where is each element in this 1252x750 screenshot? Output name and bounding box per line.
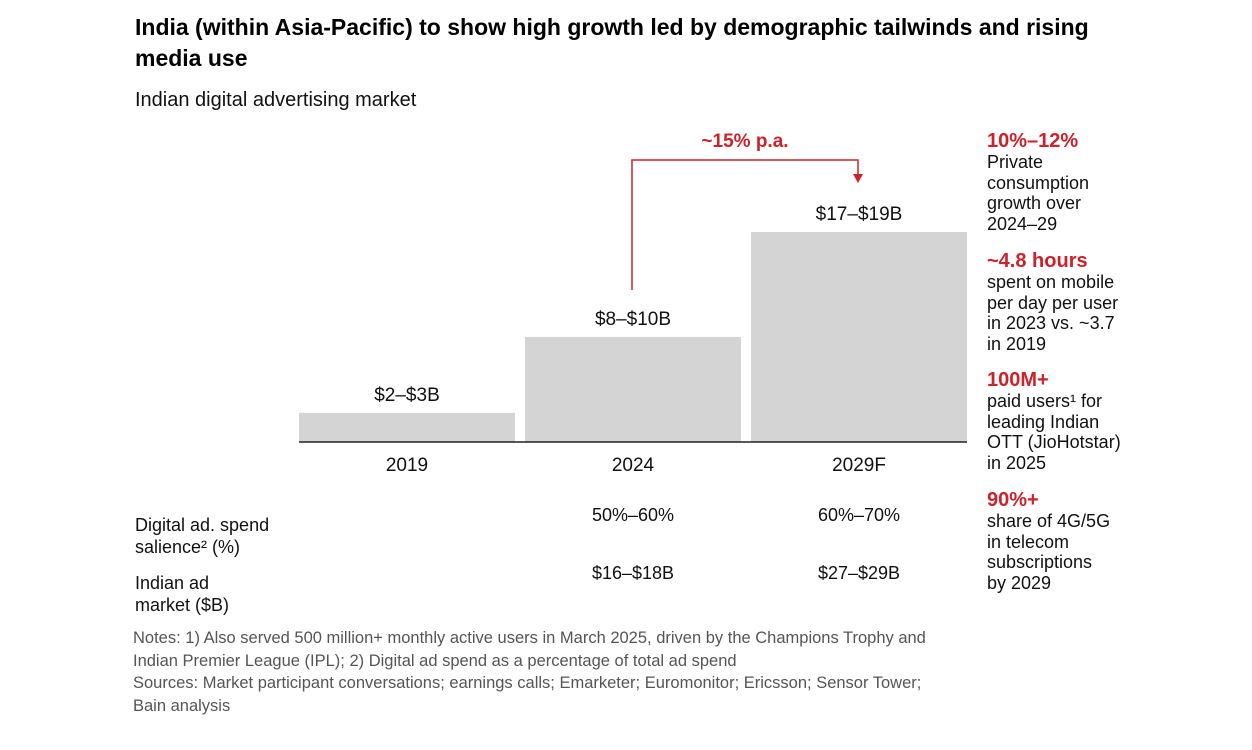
x-tick-label: 2019 <box>386 455 428 476</box>
row-label-ad-market: Indian ad market ($B) <box>135 573 230 615</box>
x-tick-label: 2024 <box>612 455 655 476</box>
fact-desc: share of 4G/5G in telecom subscriptions … <box>987 511 1111 593</box>
fact-desc: paid users¹ for leading Indian OTT (JioH… <box>987 391 1121 473</box>
fact-4g-5g: 90%+ share of 4G/5G in telecom subscript… <box>987 489 1247 593</box>
bars-group <box>299 232 967 442</box>
table-cell: $27–$29B <box>817 563 901 583</box>
growth-rate-label: ~15% p.a. <box>701 131 788 152</box>
data-label: $2–$3B <box>374 385 440 406</box>
chart-subtitle: Indian digital advertising market <box>135 89 417 111</box>
table-cell: 50%–60% <box>591 505 675 525</box>
sources-line: Bain analysis <box>133 696 231 715</box>
table-cell: $16–$18B <box>591 563 675 583</box>
notes-line: Indian Premier League (IPL); 2) Digital … <box>133 651 737 670</box>
growth-arrow-line <box>631 159 859 290</box>
fact-desc: Private consumption growth over 2024–29 <box>987 152 1090 234</box>
bar-2024 <box>525 337 741 442</box>
table-cell: 60%–70% <box>817 505 901 525</box>
fact-desc: spent on mobile per day per user in 2023… <box>987 272 1119 354</box>
fact-consumption: 10%–12% Private consumption growth over … <box>987 130 1247 234</box>
x-tick-labels-group: 2019 2024 2029F <box>386 455 886 476</box>
notes-line: Notes: 1) Also served 500 million+ month… <box>133 629 926 647</box>
notes-and-sources: Notes: 1) Also served 500 million+ month… <box>133 627 1133 717</box>
data-label: $8–$10B <box>595 309 671 330</box>
bar-2029f <box>751 232 967 442</box>
row-label-salience: Digital ad. spend salience² (%) <box>135 515 270 557</box>
sources-line: Sources: Market participant conversation… <box>133 674 922 692</box>
data-label: $17–$19B <box>816 204 903 225</box>
fact-value: ~4.8 hours <box>987 250 1088 272</box>
fact-value: 100M+ <box>987 369 1049 391</box>
growth-arrow-head <box>853 174 863 183</box>
fact-value: 90%+ <box>987 489 1039 511</box>
x-tick-label: 2029F <box>832 455 886 476</box>
fact-mobile-hours: ~4.8 hours spent on mobile per day per u… <box>987 250 1247 354</box>
fact-paid-users: 100M+ paid users¹ for leading Indian OTT… <box>987 369 1247 473</box>
bar-2019 <box>299 412 515 442</box>
growth-annotation: ~15% p.a. <box>631 131 863 290</box>
chart-title: India (within Asia-Pacific) to show high… <box>135 14 1089 71</box>
fact-value: 10%–12% <box>987 130 1079 152</box>
data-labels-group: $2–$3B $8–$10B $17–$19B <box>374 204 902 406</box>
